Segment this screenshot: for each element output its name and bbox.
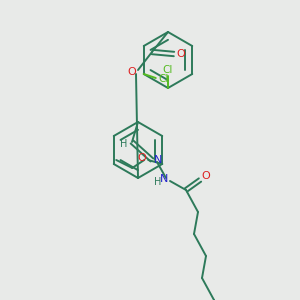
Text: H: H <box>120 139 128 149</box>
Text: O: O <box>138 153 147 163</box>
Text: O: O <box>202 171 210 181</box>
Text: Cl: Cl <box>159 74 169 84</box>
Text: Cl: Cl <box>163 65 173 75</box>
Text: O: O <box>128 67 136 77</box>
Text: N: N <box>154 155 162 165</box>
Text: O: O <box>177 49 185 59</box>
Text: H: H <box>154 177 162 187</box>
Text: N: N <box>160 174 168 184</box>
